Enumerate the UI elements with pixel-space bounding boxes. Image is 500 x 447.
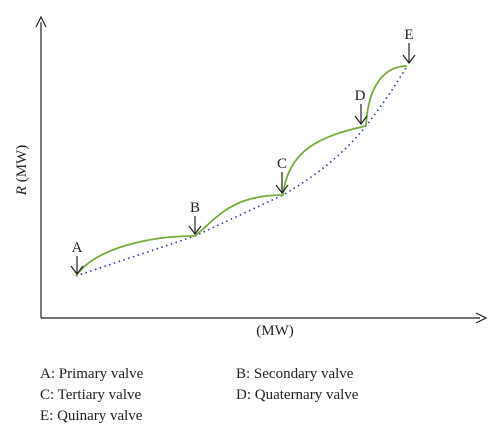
- valve-point-curve: [75, 65, 408, 277]
- x-axis-arrowhead: [475, 312, 488, 324]
- point-a-marker: A: [70, 240, 84, 275]
- point-d-marker: D: [354, 88, 368, 125]
- point-d-label: D: [355, 88, 366, 104]
- point-c-marker: C: [275, 156, 289, 194]
- point-e-label: E: [404, 27, 413, 43]
- point-b-arrowhead: [188, 225, 202, 235]
- point-e-arrowhead: [402, 54, 416, 64]
- point-a-label: A: [72, 240, 83, 256]
- point-e-marker: E: [402, 27, 416, 64]
- point-d-arrowhead: [354, 115, 368, 125]
- legend-quaternary-valve: D: Quaternary valve: [236, 387, 359, 403]
- point-b-label: B: [190, 200, 200, 216]
- legend-tertiary-valve: C: Tertiary valve: [40, 387, 142, 403]
- point-c-label: C: [277, 156, 287, 172]
- point-a-arrowhead: [70, 265, 84, 275]
- point-c-arrowhead: [275, 184, 289, 194]
- legend-quinary-valve: E: Quinary valve: [40, 408, 143, 424]
- x-axis-label: (MW): [256, 323, 294, 339]
- y-axis-label: R (MW): [14, 145, 30, 196]
- legend-secondary-valve: B: Secondary valve: [236, 366, 354, 382]
- point-b-marker: B: [188, 200, 202, 235]
- legend-primary-valve: A: Primary valve: [40, 366, 144, 382]
- y-axis-arrowhead: [35, 15, 47, 28]
